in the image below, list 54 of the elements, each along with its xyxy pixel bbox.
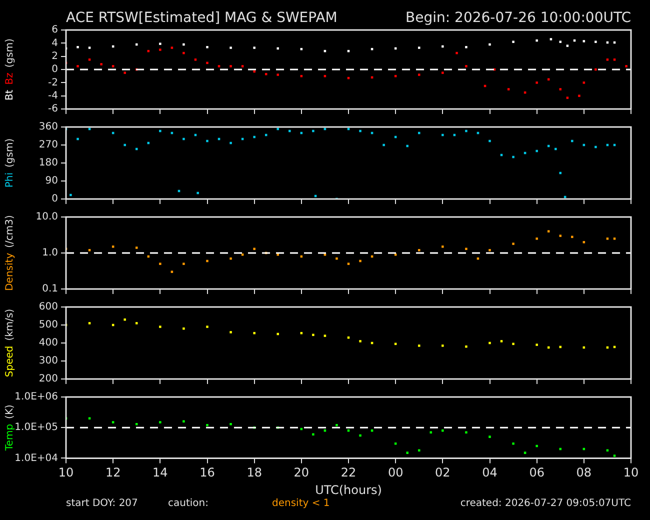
y-tick-label: 360: [38, 122, 58, 133]
y-tick-label: 400: [38, 338, 58, 349]
y-tick-label: 6: [52, 24, 58, 36]
x-tick-label: 22: [340, 466, 356, 480]
text: start DOY: 207: [66, 498, 138, 509]
x-tick-label: 10: [623, 466, 639, 480]
y-tick-label: 1.0E+05: [14, 422, 58, 434]
y-tick-label: 2: [52, 50, 58, 62]
chart-title: ACE RTSW[Estimated] MAG & SWEPAM: [66, 10, 338, 26]
x-tick-label: 12: [105, 466, 121, 480]
y-tick-label: 600: [38, 302, 58, 313]
y-tick-label: 1.0E+04: [14, 452, 58, 464]
text: Speed: [4, 346, 16, 378]
text: Temp: [4, 424, 16, 452]
x-tick-label: 08: [576, 466, 592, 480]
y-tick-label: 200: [38, 374, 58, 385]
y-tick-label: 10.0: [36, 212, 58, 223]
x-tick-label: 10: [58, 466, 74, 480]
y-tick-label: 0.1: [42, 284, 58, 295]
x-tick-label: 04: [482, 466, 498, 480]
x-tick-label: 00: [388, 466, 404, 480]
y-tick-label: -6: [48, 104, 58, 115]
y-tick-label: 500: [38, 320, 58, 331]
text: caution:: [168, 498, 208, 509]
y-tick-label: 0: [52, 64, 58, 76]
text: Bt: [4, 90, 16, 100]
y-axis-title: (/cm3): [4, 215, 16, 248]
x-tick-label: 06: [529, 466, 544, 480]
x-tick-label: 20: [294, 466, 310, 480]
y-tick-label: 1.0: [42, 248, 58, 259]
chart-subtitle: Begin: 2026-07-26 10:00:00UTC: [406, 10, 632, 26]
text: created: 2026-07-27 09:05:07UTC: [460, 498, 631, 509]
x-tick-label: 02: [435, 466, 450, 480]
y-tick-label: -2: [48, 77, 58, 88]
x-tick-label: 14: [152, 466, 168, 480]
text: Density: [4, 252, 16, 291]
y-tick-label: -4: [48, 90, 58, 102]
y-tick-label: 300: [38, 356, 58, 367]
x-tick-label: 16: [200, 466, 215, 480]
text: Phi: [4, 172, 16, 188]
y-axis-title: (K): [4, 404, 16, 419]
y-tick-label: 90: [45, 176, 58, 187]
y-tick-label: 4: [52, 38, 58, 49]
y-tick-label: 270: [38, 140, 58, 151]
x-axis-title: UTC(hours): [315, 482, 382, 497]
x-tick-label: 18: [246, 466, 262, 480]
y-tick-label: 0: [52, 194, 58, 205]
y-axis-title: (gsm): [4, 38, 16, 68]
y-tick-label: 1.0E+06: [14, 392, 58, 403]
y-axis-title: (km/s): [4, 308, 16, 341]
text: density < 1: [272, 498, 330, 509]
y-tick-label: 180: [38, 158, 58, 169]
y-axis-title: (gsm): [4, 138, 16, 168]
text: Bz: [4, 72, 16, 85]
